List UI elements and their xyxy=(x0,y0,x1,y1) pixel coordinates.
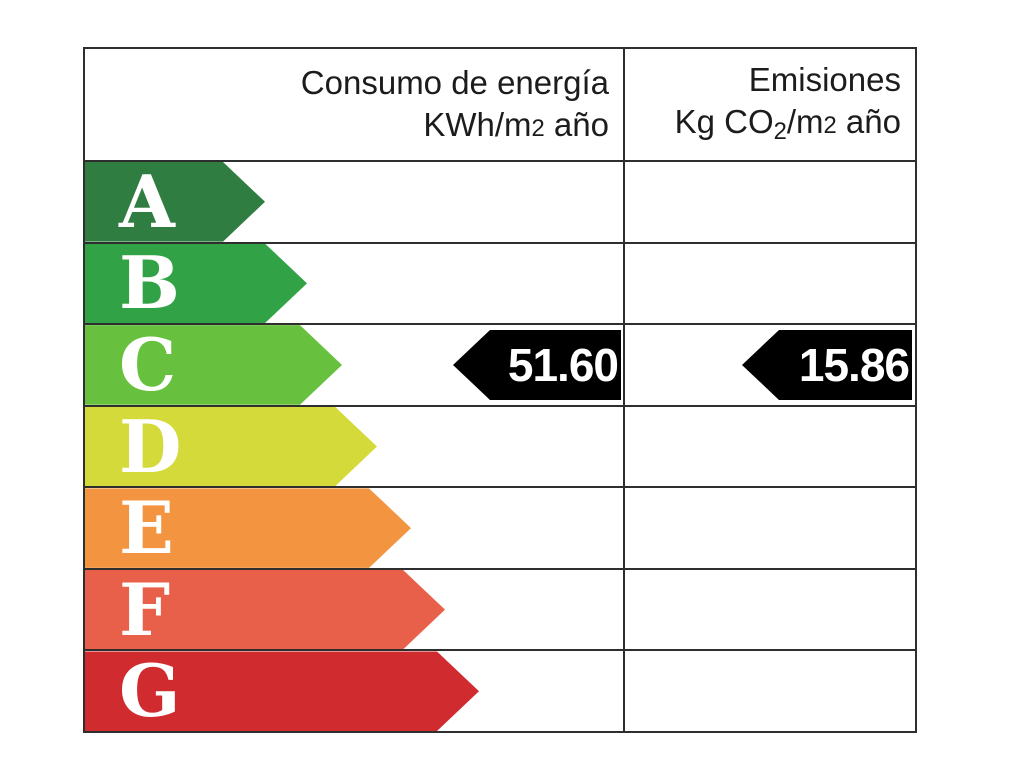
energy-rating-table: Consumo de energía KWh/m2 año Emisiones … xyxy=(83,47,917,733)
rating-bar-b: B xyxy=(85,244,307,324)
header-consumption-unit: KWh/m2 año xyxy=(423,105,609,143)
rating-row-f: F xyxy=(85,567,915,650)
header-consumption-title: Consumo de energía xyxy=(300,63,609,101)
header-emissions-title: Emisiones xyxy=(748,60,901,98)
rating-row-g: G xyxy=(85,649,915,732)
consumption-cell-d: D xyxy=(85,406,625,487)
rating-rows: A B C 51.60 15.86 D E F G xyxy=(85,160,915,732)
rating-bar-c: C xyxy=(85,325,342,405)
rating-letter-g: G xyxy=(119,648,181,734)
emissions-cell-g xyxy=(625,651,915,731)
consumption-cell-b: B xyxy=(85,243,625,324)
table-header: Consumo de energía KWh/m2 año Emisiones … xyxy=(85,49,915,160)
rating-bar-d: D xyxy=(85,407,377,487)
emissions-cell-c: 15.86 xyxy=(625,325,915,405)
emissions-value-pointer: 15.86 xyxy=(742,329,912,400)
emissions-value: 15.86 xyxy=(798,338,910,391)
rating-bar-e: E xyxy=(85,488,411,568)
rating-letter-b: B xyxy=(119,240,180,326)
rating-row-b: B xyxy=(85,241,915,324)
consumption-cell-a: A xyxy=(85,162,625,242)
consumption-cell-g: G xyxy=(85,651,625,732)
rating-letter-f: F xyxy=(119,566,171,652)
emissions-cell-e xyxy=(625,488,915,568)
emissions-cell-d xyxy=(625,407,915,487)
emissions-cell-f xyxy=(625,570,915,650)
header-consumption: Consumo de energía KWh/m2 año xyxy=(85,49,625,160)
emissions-cell-a xyxy=(625,162,915,242)
header-emissions-unit: Kg CO2/m2 año xyxy=(674,102,901,145)
rating-letter-c: C xyxy=(119,321,177,407)
consumption-value: 51.60 xyxy=(507,338,619,391)
consumption-cell-f: F xyxy=(85,569,625,650)
rating-row-e: E xyxy=(85,486,915,568)
emissions-cell-b xyxy=(625,244,915,324)
consumption-cell-e: E xyxy=(85,488,625,568)
rating-bar-f: F xyxy=(85,570,445,650)
rating-row-c: C 51.60 15.86 xyxy=(85,323,915,405)
rating-letter-a: A xyxy=(119,158,175,244)
rating-row-d: D xyxy=(85,404,915,487)
header-emissions: Emisiones Kg CO2/m2 año xyxy=(625,49,915,160)
rating-letter-e: E xyxy=(119,485,174,571)
rating-bar-a: A xyxy=(85,162,265,242)
rating-row-a: A xyxy=(85,160,915,242)
rating-letter-d: D xyxy=(119,403,182,489)
consumption-cell-c: C 51.60 xyxy=(85,325,625,405)
consumption-value-pointer: 51.60 xyxy=(453,329,621,400)
rating-bar-g: G xyxy=(85,651,479,731)
